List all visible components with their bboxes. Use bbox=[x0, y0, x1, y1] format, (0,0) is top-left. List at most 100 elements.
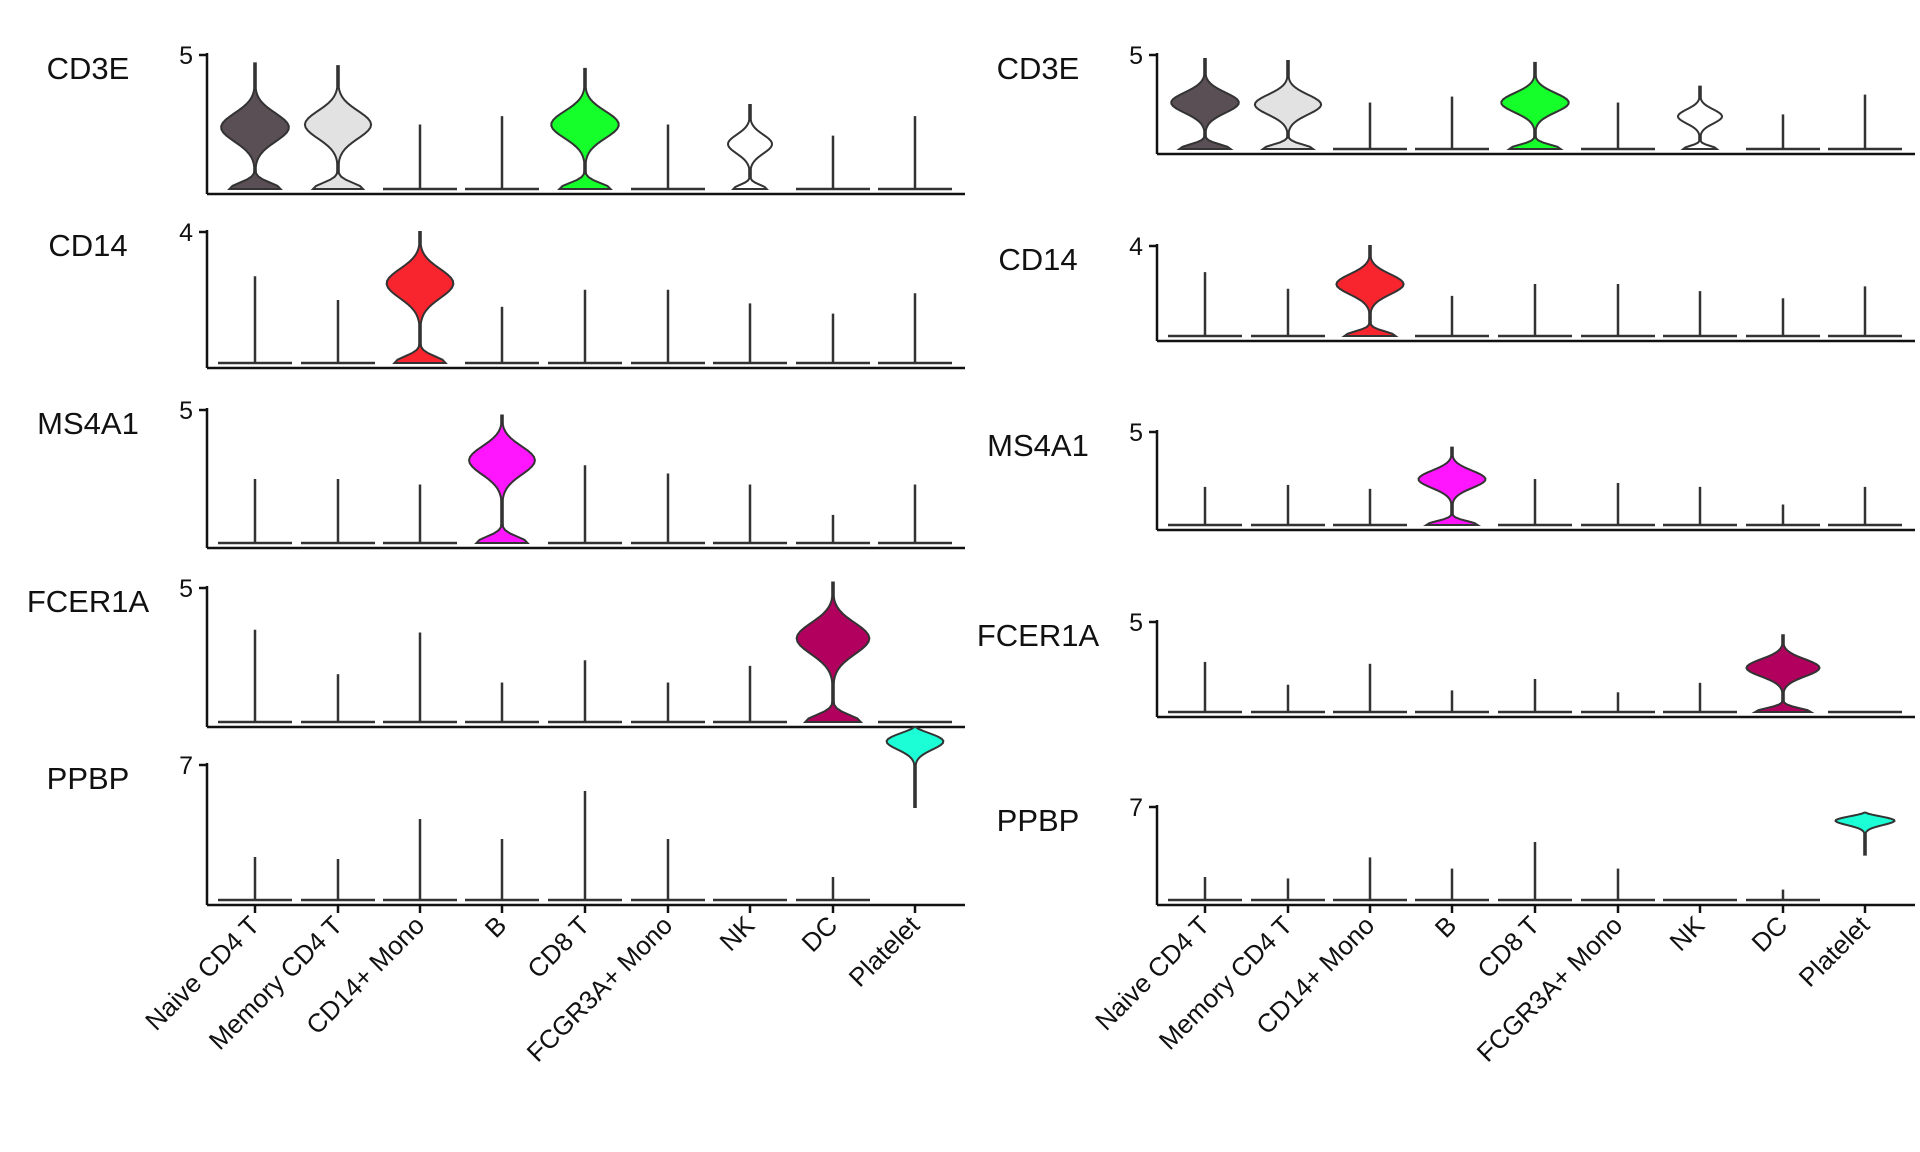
y-tick-label: 7 bbox=[1129, 794, 1143, 822]
violin-dc bbox=[796, 877, 870, 902]
violin-shape bbox=[550, 67, 620, 190]
violin-memory-cd4-t bbox=[301, 300, 375, 365]
gene-label: FCER1A bbox=[27, 584, 150, 619]
violin-fcgr3a-mono bbox=[631, 682, 705, 724]
violin-shape bbox=[1745, 634, 1821, 713]
category-label: B bbox=[479, 910, 512, 943]
violin-cd14-mono bbox=[1333, 663, 1407, 714]
violin-memory-cd4-t bbox=[1251, 684, 1325, 714]
violin-shape bbox=[303, 65, 373, 190]
violin-memory-cd4-t bbox=[301, 859, 375, 902]
violin-cd14-mono bbox=[1333, 102, 1407, 151]
violin-b bbox=[1415, 690, 1489, 714]
violin-fcgr3a-mono bbox=[631, 473, 705, 545]
violin-naive-cd4-t bbox=[218, 276, 292, 365]
violin-b bbox=[1417, 446, 1487, 526]
gene-label: CD3E bbox=[47, 51, 130, 86]
violin-dc bbox=[1746, 889, 1820, 902]
violin-cd8-t bbox=[548, 791, 622, 902]
violin-cd8-t bbox=[1500, 61, 1570, 150]
violin-naive-cd4-t bbox=[1168, 272, 1242, 338]
violin-memory-cd4-t bbox=[1251, 484, 1325, 527]
violin-naive-cd4-t bbox=[220, 62, 290, 190]
violin-dc bbox=[796, 135, 870, 191]
violin-nk bbox=[1663, 486, 1737, 527]
violin-memory-cd4-t bbox=[303, 65, 373, 190]
gene-label: MS4A1 bbox=[987, 428, 1089, 463]
violin-nk bbox=[1676, 85, 1724, 150]
violin-nk bbox=[727, 104, 773, 190]
violin-dc bbox=[1745, 634, 1821, 713]
violin-cd8-t bbox=[1498, 842, 1572, 902]
gene-label: MS4A1 bbox=[37, 406, 139, 441]
panel-ms4a1: MS4A1 5 bbox=[37, 397, 965, 550]
y-tick-label: 5 bbox=[179, 397, 193, 425]
violin-platelet bbox=[1828, 94, 1902, 151]
violin-nk bbox=[713, 303, 787, 365]
violin-cd8-t bbox=[548, 465, 622, 545]
violin-naive-cd4-t bbox=[1168, 661, 1242, 714]
category-label: NK bbox=[1663, 910, 1710, 957]
violin-platelet bbox=[878, 116, 952, 191]
violin-cd14-mono bbox=[385, 231, 455, 364]
violin-shape bbox=[1676, 85, 1724, 150]
panel-cd3e: CD3E 5 bbox=[47, 42, 965, 196]
category-label: Platelet bbox=[1793, 909, 1876, 992]
violin-cd14-mono bbox=[1333, 857, 1407, 902]
violin-dc bbox=[1746, 114, 1820, 151]
y-tick-label: 5 bbox=[1129, 609, 1143, 637]
panel-ppbp: PPBP 7 bbox=[997, 794, 1915, 907]
violin-platelet bbox=[1828, 286, 1902, 338]
violin-platelet bbox=[878, 484, 952, 545]
panel-cd14: CD14 4 bbox=[998, 233, 1915, 343]
category-label: CD8 T bbox=[521, 910, 595, 984]
gene-label: FCER1A bbox=[977, 618, 1100, 653]
violin-shape bbox=[1834, 811, 1896, 856]
violin-cd8-t bbox=[548, 660, 622, 724]
violin-memory-cd4-t bbox=[1253, 59, 1323, 150]
violin-fcgr3a-mono bbox=[1581, 482, 1655, 527]
violin-fcgr3a-mono bbox=[1581, 868, 1655, 902]
violin-cd14-mono bbox=[383, 124, 457, 191]
panel-fcer1a: FCER1A 5 bbox=[27, 575, 965, 729]
violin-naive-cd4-t bbox=[1168, 486, 1242, 527]
violin-shape bbox=[468, 414, 536, 544]
panel-cd3e: CD3E 5 bbox=[997, 42, 1915, 156]
category-label: DC bbox=[1745, 910, 1793, 958]
gene-label: CD14 bbox=[48, 228, 127, 263]
violin-shape bbox=[1417, 446, 1487, 526]
panel-ms4a1: MS4A1 5 bbox=[987, 419, 1915, 532]
violin-memory-cd4-t bbox=[301, 674, 375, 724]
violin-fcgr3a-mono bbox=[631, 289, 705, 365]
category-label: Platelet bbox=[843, 909, 926, 992]
violin-nk bbox=[713, 484, 787, 545]
violin-b bbox=[1415, 96, 1489, 151]
violin-cd14-mono bbox=[1333, 488, 1407, 527]
violin-dc bbox=[1746, 298, 1820, 338]
violin-memory-cd4-t bbox=[1251, 288, 1325, 338]
violin-b bbox=[465, 116, 539, 191]
violin-shape bbox=[795, 581, 871, 723]
gene-label: PPBP bbox=[997, 803, 1080, 838]
violin-memory-cd4-t bbox=[301, 479, 375, 545]
category-label: DC bbox=[795, 910, 843, 958]
violin-platelet bbox=[1834, 811, 1896, 856]
violin-platelet bbox=[885, 726, 945, 808]
violin-fcgr3a-mono bbox=[631, 839, 705, 902]
y-tick-label: 7 bbox=[179, 752, 193, 780]
violin-shape bbox=[220, 62, 290, 190]
violin-shape bbox=[1170, 57, 1240, 150]
violin-dc bbox=[796, 514, 870, 545]
violin-b bbox=[1415, 868, 1489, 902]
violin-cd14-mono bbox=[1335, 245, 1405, 337]
violin-nk bbox=[1663, 682, 1737, 714]
violin-nk bbox=[1663, 291, 1737, 338]
violin-shape bbox=[1335, 245, 1405, 337]
violin-fcgr3a-mono bbox=[1581, 102, 1655, 151]
violin-nk bbox=[713, 665, 787, 724]
violin-naive-cd4-t bbox=[1168, 877, 1242, 902]
y-tick-label: 5 bbox=[179, 575, 193, 603]
panel-fcer1a: FCER1A 5 bbox=[977, 609, 1915, 719]
violin-cd8-t bbox=[1498, 479, 1572, 527]
